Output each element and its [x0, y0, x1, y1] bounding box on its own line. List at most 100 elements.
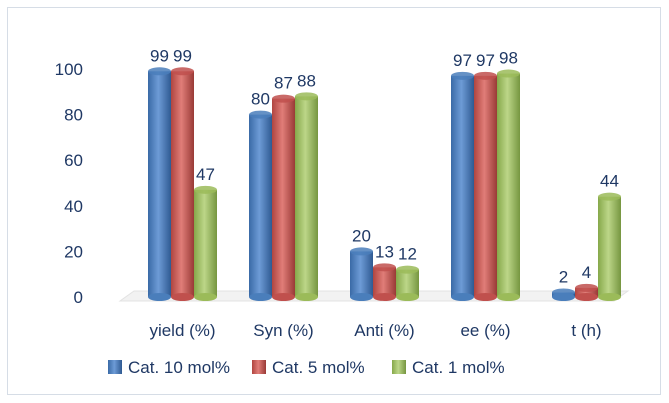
legend-swatch [108, 360, 122, 374]
bar-body [272, 98, 295, 297]
data-label: 98 [499, 49, 518, 68]
chart-frame: 0 20 40 60 80 100 99 99 47 80 87 88 20 13 12 97 97 98 2 4 4… [7, 7, 661, 395]
bar-base [350, 293, 373, 301]
bar-top [575, 283, 598, 292]
bar-base [194, 293, 217, 301]
bar-base [575, 293, 598, 301]
bar-base [295, 293, 318, 301]
bar [497, 69, 520, 301]
bar [396, 265, 419, 301]
bar [474, 71, 497, 301]
y-tick-label: 20 [64, 242, 83, 261]
x-category-label: ee (%) [460, 321, 510, 340]
data-label: 13 [375, 242, 394, 261]
bar-top [552, 288, 575, 297]
data-label: 99 [150, 46, 169, 65]
bar-body [194, 189, 217, 297]
bar [575, 283, 598, 301]
bar [451, 71, 474, 301]
y-axis: 0 20 40 60 80 100 [55, 60, 83, 307]
bar [350, 247, 373, 301]
bar-top [373, 263, 396, 272]
bars-group [148, 67, 621, 301]
data-label: 4 [582, 263, 591, 282]
data-label: 20 [352, 226, 371, 245]
bar-base [373, 293, 396, 301]
legend-item: Cat. 5 mol% [252, 358, 365, 377]
data-label: 2 [559, 267, 568, 286]
x-category-label: t (h) [571, 321, 601, 340]
bar-top [171, 67, 194, 76]
bar-body [451, 75, 474, 297]
y-tick-label: 0 [74, 288, 83, 307]
bar-top [451, 71, 474, 80]
bar-base [474, 293, 497, 301]
bar-base [497, 293, 520, 301]
data-label: 99 [173, 46, 192, 65]
bar-body [171, 71, 194, 297]
bar-body [598, 196, 621, 297]
bar-base [148, 293, 171, 301]
bar-body [497, 73, 520, 297]
bar-body [474, 75, 497, 297]
bar [171, 67, 194, 301]
bar [148, 67, 171, 301]
y-tick-label: 100 [55, 60, 83, 79]
bar-top [295, 92, 318, 101]
legend-swatch [392, 360, 406, 374]
data-label: 97 [476, 51, 495, 70]
bar [272, 94, 295, 301]
bar-top [272, 94, 295, 103]
bar-body [373, 267, 396, 297]
bar-body [148, 71, 171, 297]
bar-top [194, 185, 217, 194]
data-label: 80 [251, 90, 270, 109]
x-category-label: Syn (%) [253, 321, 313, 340]
data-label: 97 [453, 51, 472, 70]
bar-base [272, 293, 295, 301]
data-label: 44 [600, 172, 619, 191]
bar-base [451, 293, 474, 301]
legend-swatch [252, 360, 266, 374]
bar-top [396, 265, 419, 274]
x-category-label: yield (%) [149, 321, 215, 340]
bar-top [598, 192, 621, 201]
legend-item: Cat. 1 mol% [392, 358, 505, 377]
bar-body [249, 114, 272, 297]
bar-base [396, 293, 419, 301]
bar [249, 110, 272, 301]
bar-body [295, 96, 318, 297]
bar-top [497, 69, 520, 78]
y-tick-label: 60 [64, 151, 83, 170]
legend-label: Cat. 10 mol% [128, 358, 230, 377]
bar-top [249, 110, 272, 119]
y-tick-label: 40 [64, 197, 83, 216]
x-axis: yield (%) Syn (%) Anti (%) ee (%) t (h) [149, 321, 601, 340]
bar-base [171, 293, 194, 301]
legend-label: Cat. 5 mol% [272, 358, 365, 377]
bar [373, 263, 396, 301]
legend: Cat. 10 mol% Cat. 5 mol% Cat. 1 mol% [108, 358, 505, 377]
bar [194, 185, 217, 301]
bar-base [249, 293, 272, 301]
x-category-label: Anti (%) [354, 321, 414, 340]
bar [598, 192, 621, 301]
bar-base [598, 293, 621, 301]
data-label: 12 [398, 245, 417, 264]
data-label: 87 [274, 74, 293, 93]
data-label: 47 [196, 165, 215, 184]
bar-top [474, 71, 497, 80]
bar-top [350, 247, 373, 256]
bar [552, 288, 575, 301]
bar-body [575, 287, 598, 297]
legend-label: Cat. 1 mol% [412, 358, 505, 377]
y-tick-label: 80 [64, 106, 83, 125]
data-label: 88 [297, 71, 316, 90]
bar-body [350, 251, 373, 297]
bar-body [396, 269, 419, 297]
bar-top [148, 67, 171, 76]
bar [295, 92, 318, 301]
legend-item: Cat. 10 mol% [108, 358, 230, 377]
